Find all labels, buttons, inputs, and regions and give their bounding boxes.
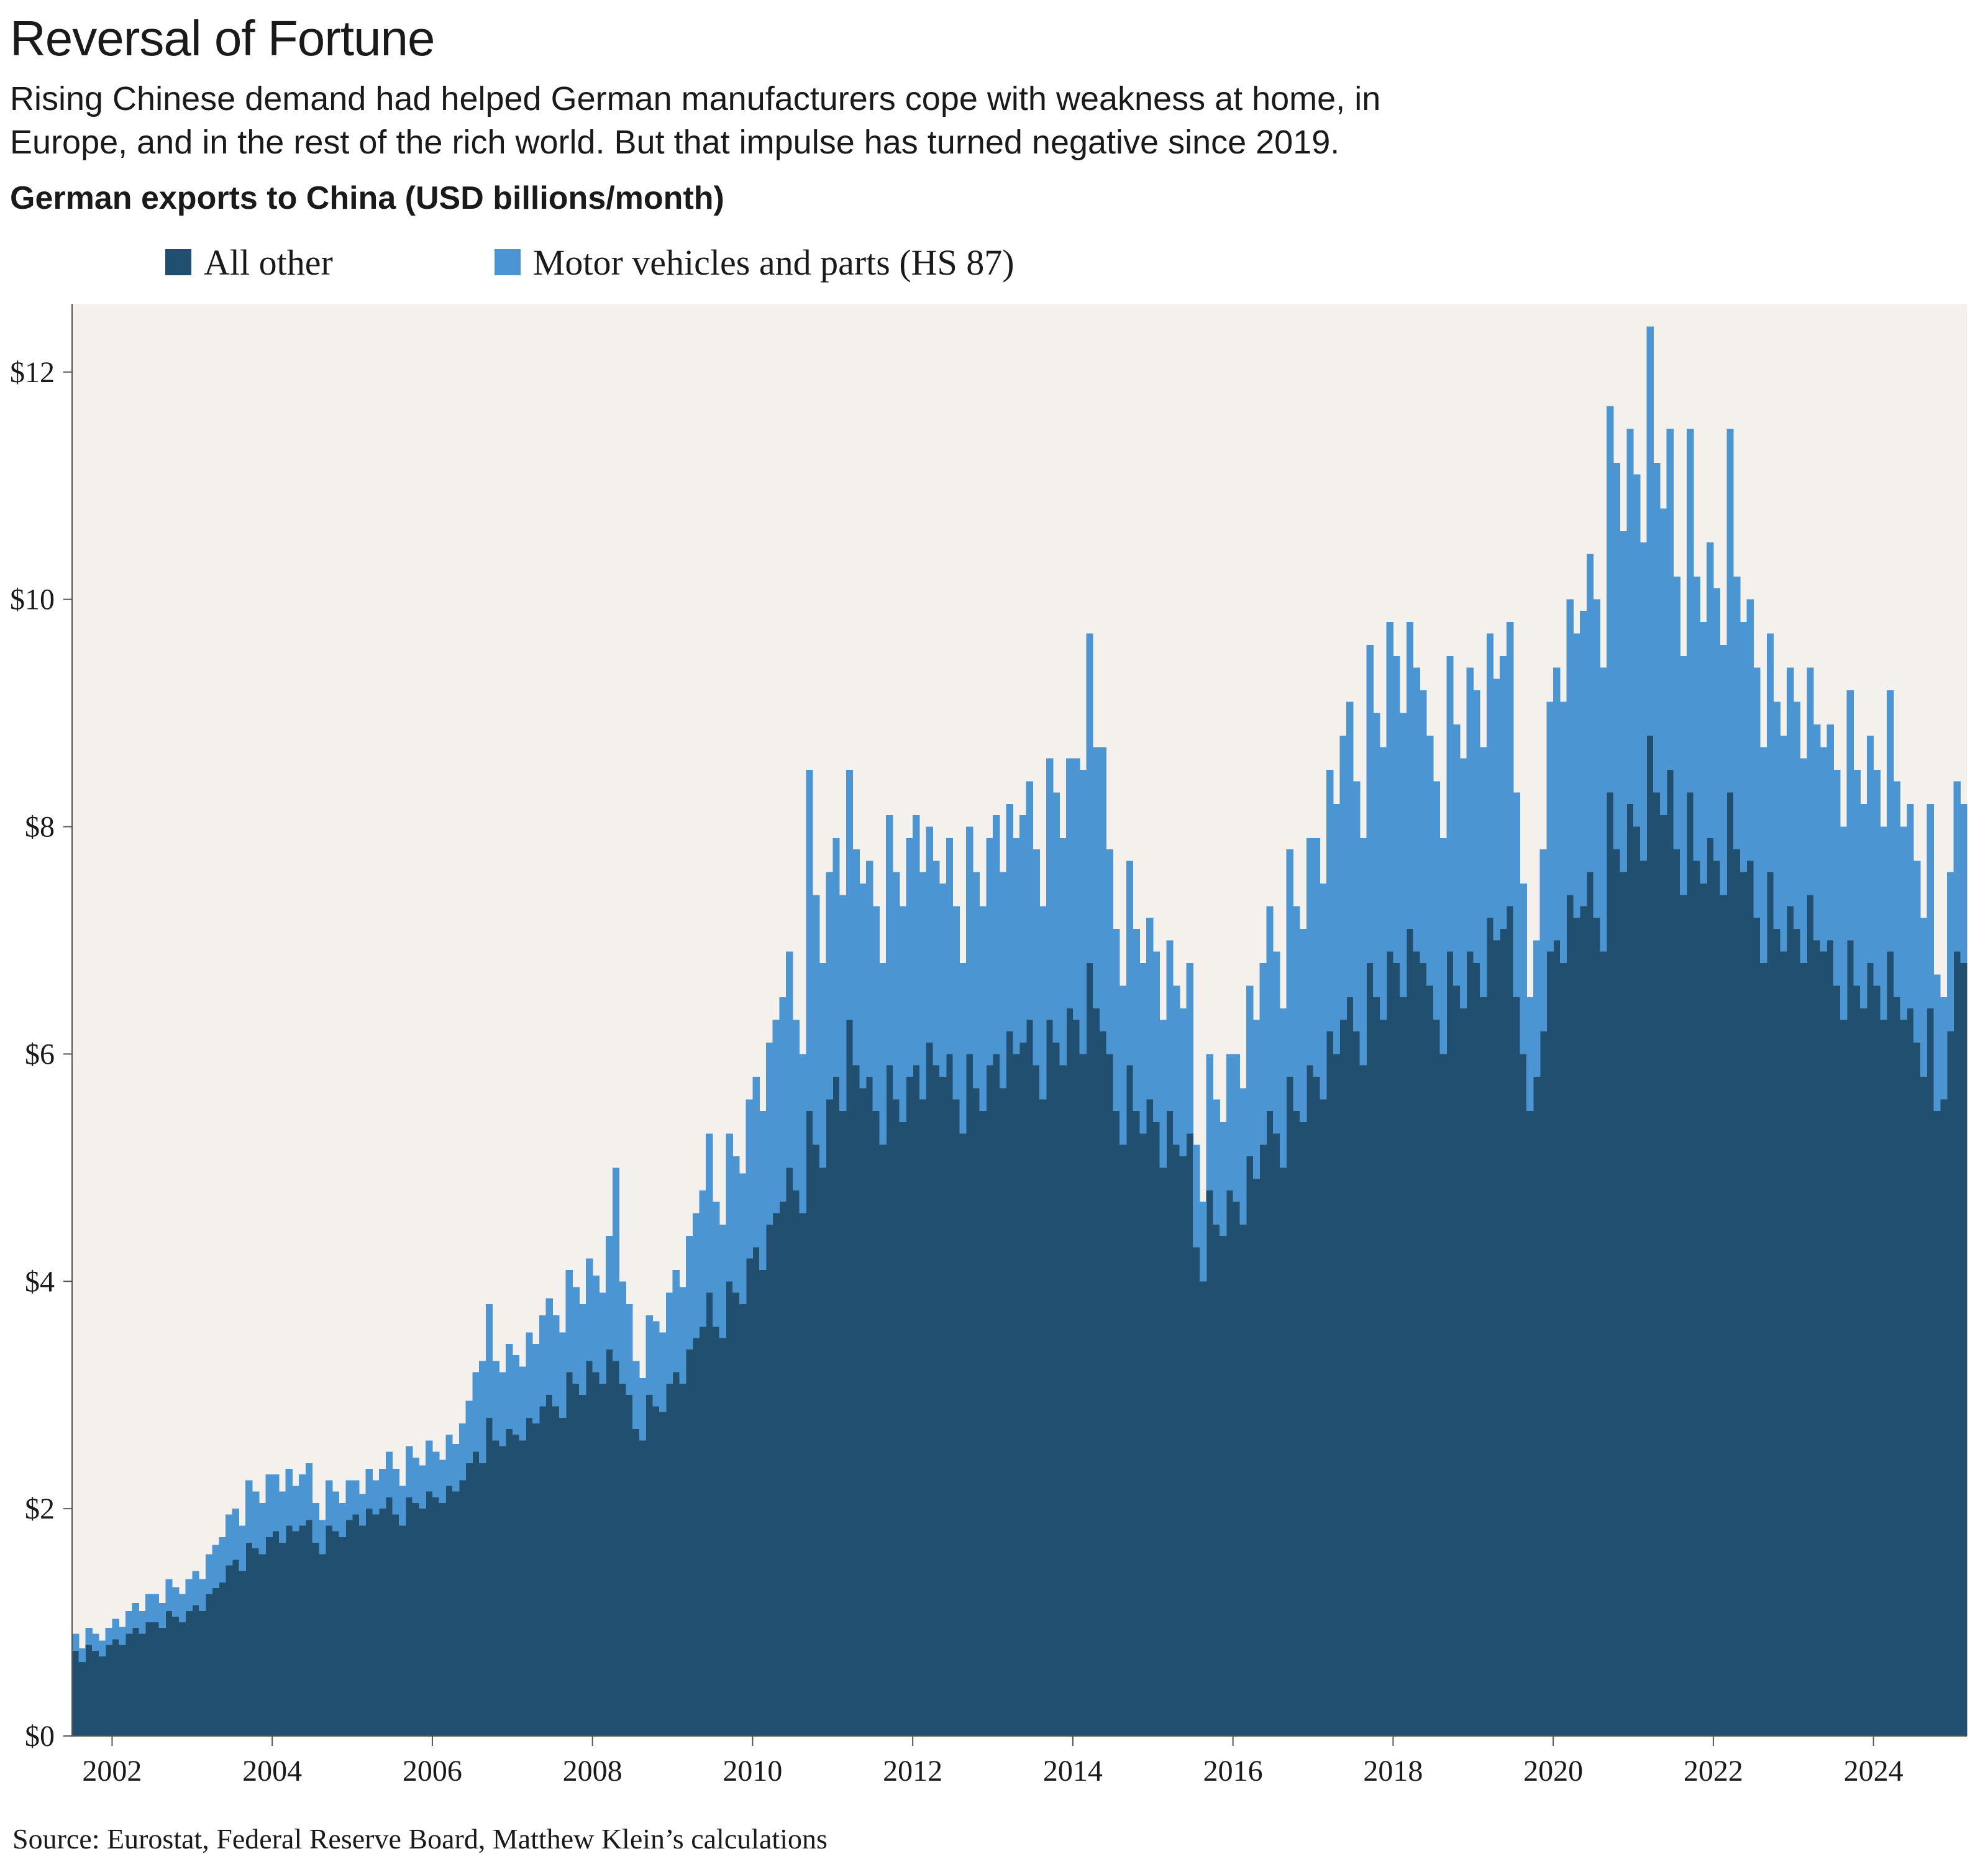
y-tick-label: $4 xyxy=(25,1265,55,1298)
legend-item-all-other: All other xyxy=(165,242,333,283)
x-tick-label: 2008 xyxy=(563,1755,622,1788)
chart-subtitle: Rising Chinese demand had helped German … xyxy=(10,77,1988,164)
legend-swatch-all-other xyxy=(165,249,191,276)
y-tick-label: $12 xyxy=(10,356,55,389)
legend-item-motor-vehicles: Motor vehicles and parts (HS 87) xyxy=(494,242,1015,283)
chart-area: $0 $2 $4 $6 $8 $10 $12 2002 2004 2006 2008 2010 2012… xyxy=(10,288,1988,1820)
x-tick-label: 2012 xyxy=(883,1755,942,1788)
source-note: Source: Eurostat, Federal Reserve Board,… xyxy=(12,1822,828,1855)
series-motor-vehicles-bars xyxy=(72,326,1967,1662)
export-chart: $0 $2 $4 $6 $8 $10 $12 2002 2004 2006 2008 2010 2012… xyxy=(10,303,1967,1788)
legend-label-motor-vehicles: Motor vehicles and parts (HS 87) xyxy=(532,242,1015,283)
page-title: Reversal of Fortune xyxy=(10,11,435,66)
subtitle-line-1: Rising Chinese demand had helped German … xyxy=(10,80,1381,117)
subtitle-line-2: Europe, and in the rest of the rich worl… xyxy=(10,124,1340,162)
x-axis-ticks: 2002 2004 2006 2008 2010 2012 2014 2016 2018 2020… xyxy=(82,1735,1904,1788)
y-tick-label: $2 xyxy=(25,1492,55,1525)
x-tick-label: 2006 xyxy=(403,1755,462,1788)
x-tick-label: 2016 xyxy=(1203,1755,1263,1788)
y-tick-label: $6 xyxy=(25,1038,55,1071)
y-tick-label: $10 xyxy=(10,583,55,616)
x-tick-label: 2024 xyxy=(1844,1755,1904,1788)
x-tick-label: 2004 xyxy=(242,1755,302,1788)
x-tick-label: 2014 xyxy=(1043,1755,1103,1788)
y-tick-label: $8 xyxy=(25,810,55,843)
x-tick-label: 2022 xyxy=(1684,1755,1743,1788)
x-tick-label: 2010 xyxy=(723,1755,782,1788)
y-tick-label: $0 xyxy=(25,1720,55,1753)
x-tick-label: 2002 xyxy=(82,1755,142,1788)
chart-heading: German exports to China (USD billions/mo… xyxy=(10,180,724,217)
legend-label-all-other: All other xyxy=(204,242,333,283)
x-tick-label: 2020 xyxy=(1523,1755,1583,1788)
series-all-other-bars xyxy=(72,735,1967,1736)
chart-legend: All other Motor vehicles and parts (HS 8… xyxy=(165,242,1988,283)
legend-swatch-motor-vehicles xyxy=(494,249,521,276)
y-axis-ticks: $0 $2 $4 $6 $8 $10 $12 xyxy=(10,356,72,1753)
x-tick-label: 2018 xyxy=(1363,1755,1423,1788)
